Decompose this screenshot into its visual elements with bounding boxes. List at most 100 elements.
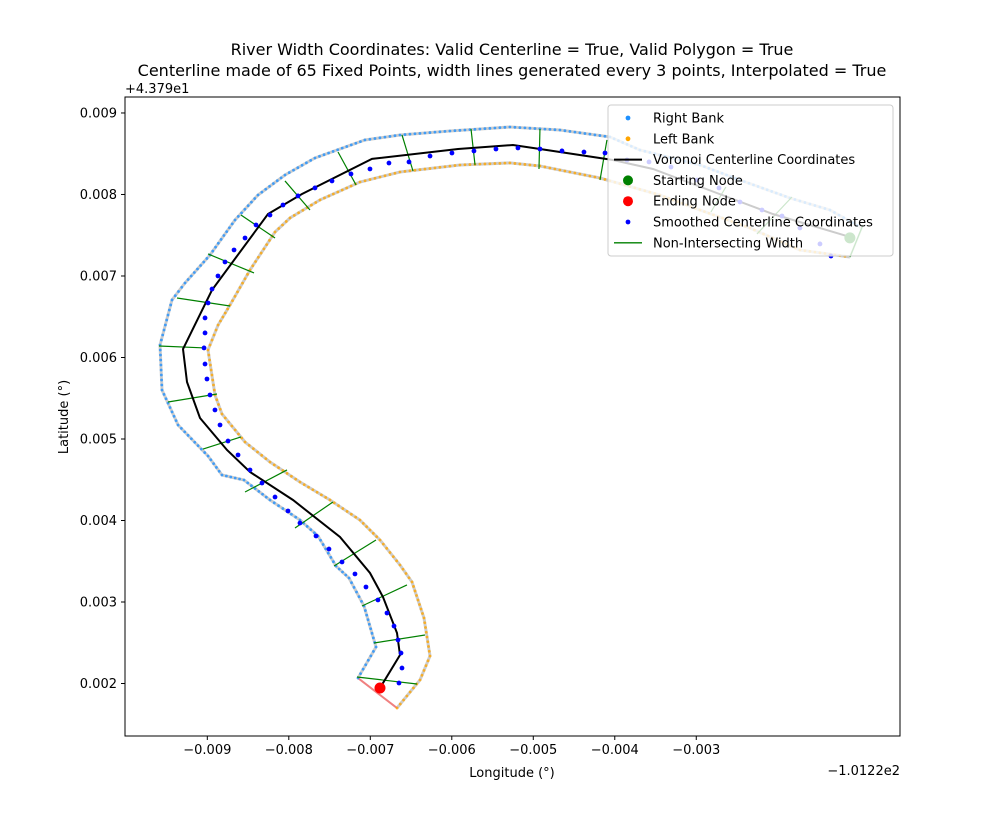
right-bank-point [423, 131, 427, 135]
legend-label: Voronoi Centerline Coordinates [653, 153, 855, 168]
right-bank-point [165, 318, 169, 322]
right-bank-point [443, 129, 447, 133]
right-bank-point [329, 556, 333, 559]
y-axis-label: Latitude (°) [57, 380, 72, 454]
left-bank-point [533, 164, 537, 167]
right-bank-point [246, 481, 250, 485]
right-bank-point [366, 618, 370, 622]
right-bank-point [304, 161, 308, 165]
smoothed-centerline-point [348, 171, 354, 177]
polygon-closing-edge [357, 677, 398, 709]
legend-marker-icon [623, 175, 633, 186]
left-bank-point [518, 162, 522, 166]
left-bank-point [226, 307, 230, 311]
right-bank-point [483, 127, 487, 131]
left-bank-point [383, 174, 387, 178]
left-bank-point [212, 383, 215, 387]
left-bank-point [381, 542, 385, 546]
right-bank-point [159, 373, 163, 377]
right-bank-point [277, 504, 280, 508]
right-bank-point [373, 137, 377, 140]
left-bank-point [243, 277, 247, 281]
left-bank-point [268, 239, 271, 242]
x-tick-label: −0.006 [428, 743, 476, 758]
left-bank-point [398, 702, 402, 706]
right-bank-point [359, 672, 362, 676]
legend-item: Non-Intersecting Width [614, 236, 803, 251]
left-bank-point [548, 166, 552, 170]
left-bank-point [418, 603, 421, 606]
axes-frame [124, 96, 901, 737]
right-bank-point [369, 654, 373, 658]
right-bank-point [264, 495, 268, 499]
right-bank-point [205, 257, 209, 260]
right-bank-point [488, 126, 492, 130]
right-bank-point [281, 507, 285, 510]
left-bank-point [206, 348, 210, 352]
left-bank-point [277, 227, 281, 230]
right-bank-point [162, 328, 166, 332]
y-tick-label: 0.007 [80, 269, 117, 284]
right-bank-point [160, 383, 164, 387]
right-bank-point [309, 158, 313, 162]
left-bank-point [301, 208, 305, 212]
left-bank-point [385, 546, 389, 550]
left-bank-point [341, 507, 345, 510]
right-bank-point [408, 132, 412, 136]
left-bank-point [345, 510, 349, 513]
right-bank-point [360, 599, 363, 603]
smoothed-centerline-point [225, 438, 231, 444]
right-bank-point [324, 547, 328, 551]
right-bank-point [473, 127, 477, 131]
left-bank-point [209, 368, 213, 372]
right-bank-point [463, 128, 467, 132]
smoothed-centerline-point [212, 407, 218, 413]
right-bank-point [341, 570, 344, 574]
right-bank-point [398, 133, 402, 137]
right-bank-point [357, 595, 361, 599]
right-bank-point [167, 308, 171, 312]
left-bank-point [401, 567, 405, 571]
right-bank-point [242, 478, 246, 482]
right-bank-point [366, 658, 370, 662]
left-bank-point [262, 247, 266, 251]
right-bank-point [305, 525, 309, 528]
right-bank-point [368, 137, 372, 141]
plot-area [158, 125, 864, 710]
left-bank-point [463, 163, 467, 167]
smoothed-centerline-point [297, 520, 303, 526]
right-bank-point [166, 313, 170, 317]
left-bank-point [264, 457, 268, 461]
x-tick-label: −0.005 [509, 743, 557, 758]
right-bank-point [159, 368, 163, 372]
left-bank-point [426, 640, 430, 644]
left-bank-point [365, 525, 369, 529]
smoothed-centerline-point [202, 330, 208, 336]
left-bank-point [336, 190, 340, 194]
right-bank-point [523, 126, 527, 130]
right-bank-point [246, 204, 250, 208]
left-bank-point [273, 230, 277, 234]
left-bank-point [212, 388, 216, 392]
right-bank-point [186, 278, 190, 281]
left-bank-point [328, 498, 332, 502]
left-bank-point [233, 428, 237, 432]
right-bank-point [553, 128, 557, 132]
legend-marker-icon [625, 219, 631, 225]
smoothed-centerline-point [231, 247, 237, 253]
right-bank-point [298, 518, 302, 522]
right-bank-point [503, 125, 507, 129]
smoothed-centerline-point [391, 623, 397, 629]
right-bank-point [344, 573, 348, 577]
smoothed-centerline-point [295, 193, 301, 199]
right-bank-point [558, 128, 562, 132]
right-bank-point [268, 185, 271, 188]
left-bank-point [578, 172, 582, 176]
left-bank-point [371, 531, 375, 535]
left-bank-point [208, 358, 211, 362]
right-bank-point [183, 281, 187, 285]
legend-label: Non-Intersecting Width [653, 236, 803, 251]
left-bank-point [289, 474, 293, 478]
right-bank-point [250, 200, 253, 204]
left-bank-point [288, 216, 292, 220]
